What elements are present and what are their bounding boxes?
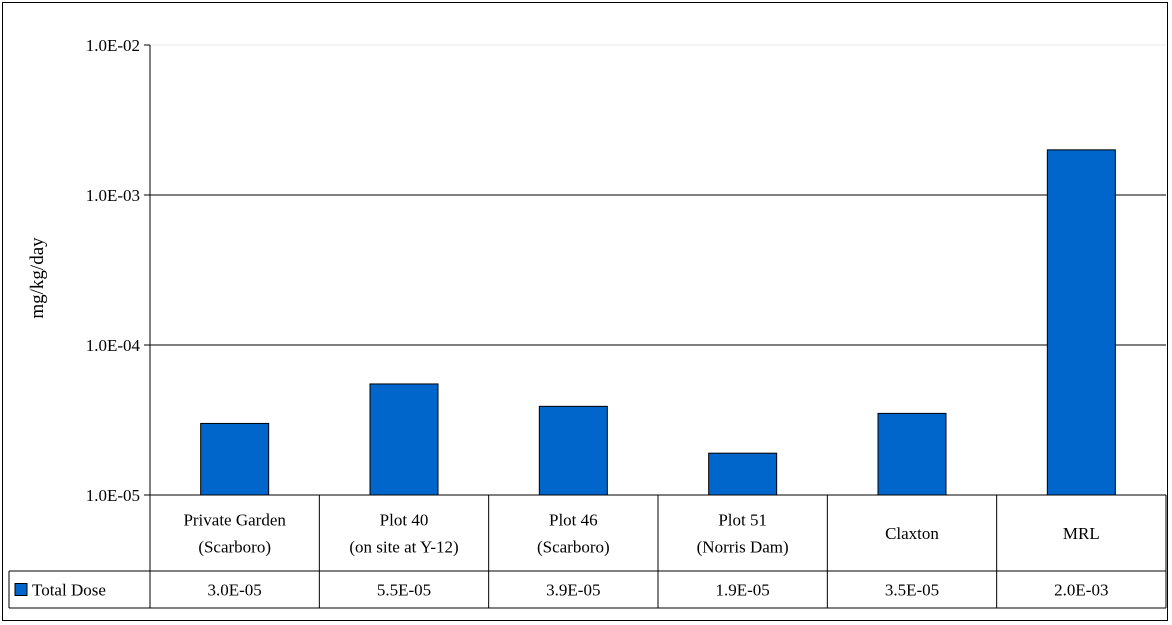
bar: [1046, 149, 1116, 496]
bar: [877, 412, 947, 496]
data-value-label: 3.0E-05: [208, 581, 262, 600]
category-label: MRL: [1063, 524, 1100, 543]
data-value-label: 5.5E-05: [377, 581, 431, 600]
y-tick-label: 1.0E-02: [86, 36, 140, 55]
category-label: Plot 40: [380, 511, 429, 530]
category-label: Plot 46: [549, 511, 598, 530]
y-tick-label: 1.0E-04: [86, 336, 141, 355]
bar: [538, 405, 608, 496]
dose-bar-chart: 1.0E-05 1.0E-04 1.0E-03 1.0E-02 mg/kg/day Pri…: [8, 36, 1167, 609]
data-value-label: 2.0E-03: [1054, 581, 1108, 600]
category-label: Private Garden: [183, 511, 286, 530]
bar: [708, 452, 778, 496]
category-label: (Norris Dam): [697, 538, 789, 557]
data-value-label: 3.9E-05: [546, 581, 600, 600]
category-label: Claxton: [885, 524, 939, 543]
legend-label: Total Dose: [32, 581, 106, 600]
legend-swatch: [14, 583, 28, 596]
category-label: (Scarboro): [537, 538, 610, 557]
data-value-label: 3.5E-05: [885, 581, 939, 600]
y-tick-label: 1.0E-03: [86, 186, 140, 205]
bar: [200, 422, 270, 496]
category-label: Plot 51: [718, 511, 767, 530]
data-value-label: 1.9E-05: [716, 581, 770, 600]
category-label: (Scarboro): [198, 538, 271, 557]
category-label: (on site at Y-12): [349, 538, 458, 557]
y-axis-title: mg/kg/day: [27, 237, 48, 319]
y-tick-label: 1.0E-05: [86, 486, 140, 505]
bar: [369, 383, 439, 496]
